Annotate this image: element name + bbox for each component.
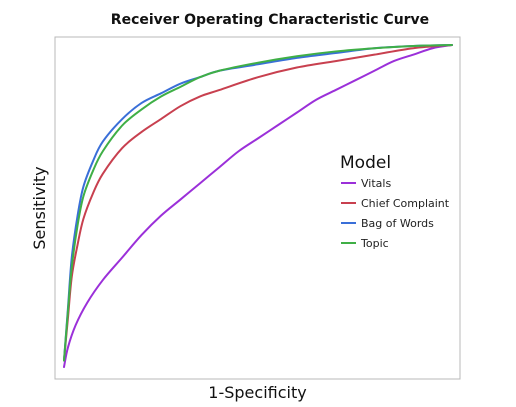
series-line-vitals [63,44,453,368]
legend-label-chief-complaint: Chief Complaint [361,197,450,210]
series-line-bag-of-words [63,44,453,362]
legend-item-chief-complaint: Chief Complaint [341,197,450,210]
series-line-topic [63,44,453,362]
x-axis-label: 1-Specificity [208,383,306,402]
legend-item-topic: Topic [341,237,389,250]
series-line-chief-complaint [63,44,453,362]
legend-title: Model [340,153,391,173]
legend-item-vitals: Vitals [341,177,391,190]
plot-area [54,36,461,380]
legend: Model Vitals Chief Complaint Bag of Words T… [340,153,450,250]
legend-label-bag-of-words: Bag of Words [361,217,434,230]
chart-title: Receiver Operating Characteristic Curve [111,12,429,28]
legend-item-bag-of-words: Bag of Words [341,217,434,230]
legend-items: Vitals Chief Complaint Bag of Words Topic [341,177,450,250]
y-axis-label: Sensitivity [30,166,49,249]
legend-label-vitals: Vitals [361,177,391,190]
legend-label-topic: Topic [360,237,389,250]
series-layer [63,44,453,368]
